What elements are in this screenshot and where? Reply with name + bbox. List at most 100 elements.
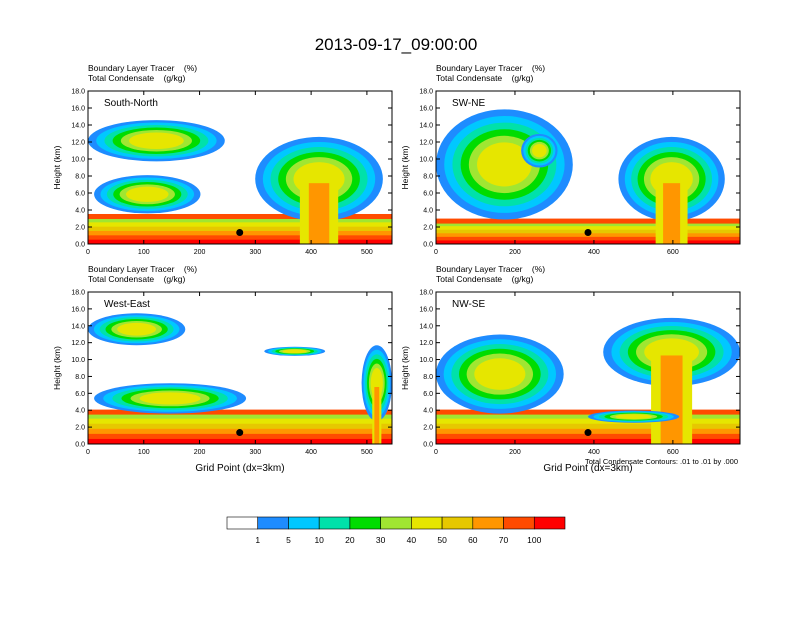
colorbar-swatch-10 xyxy=(533,516,566,530)
anvil-region xyxy=(603,317,740,444)
y-tick-label: 2.0 xyxy=(423,425,433,432)
contour-fill-6 xyxy=(282,349,307,354)
colorbar-swatch-7 xyxy=(441,516,474,530)
panel-title: NW-SE xyxy=(452,299,485,310)
panel-1: Boundary Layer Tracer (%)Total Condensat… xyxy=(52,63,393,256)
colorbar-label: 40 xyxy=(407,535,417,545)
y-tick-label: 10.0 xyxy=(71,357,85,364)
y-tick-label: 2.0 xyxy=(75,425,85,432)
panel-2: Boundary Layer Tracer (%)Total Condensat… xyxy=(400,63,741,256)
surface-layer-1 xyxy=(88,222,392,228)
x-tick-label: 400 xyxy=(588,249,600,256)
y-tick-label: 12.0 xyxy=(71,340,85,347)
surface xyxy=(436,409,740,444)
panel-4: Boundary Layer Tracer (%)Total Condensat… xyxy=(400,264,741,474)
upper-cloud xyxy=(88,120,225,162)
panel-header-condensate: Total Condensate (g/kg) xyxy=(436,73,534,83)
x-tick-label: 500 xyxy=(361,449,373,456)
convective-tower xyxy=(618,136,725,244)
colorbar-label: 20 xyxy=(345,535,355,545)
y-tick-label: 8.0 xyxy=(75,374,85,381)
contour-fill-6 xyxy=(126,186,169,202)
surface-top xyxy=(88,213,392,219)
y-tick-label: 16.0 xyxy=(71,106,85,113)
location-marker xyxy=(584,429,592,437)
surface xyxy=(88,409,392,444)
colorbar-swatch-0 xyxy=(226,516,259,530)
panel-title: South-North xyxy=(104,98,158,109)
y-tick-label: 2.0 xyxy=(423,225,433,232)
surface-layer-5 xyxy=(88,438,392,444)
deep-cloud xyxy=(436,109,573,220)
y-axis-label: Height (km) xyxy=(400,145,410,189)
location-marker xyxy=(236,429,244,437)
surface-layer-4 xyxy=(88,235,392,241)
updraft-core xyxy=(374,387,380,444)
plot-frame xyxy=(87,90,393,245)
x-tick-label: 0 xyxy=(86,449,90,456)
y-tick-label: 0.0 xyxy=(423,242,433,249)
y-tick-label: 14.0 xyxy=(419,123,433,130)
x-axis-label: Grid Point (dx=3km) xyxy=(543,463,632,474)
anvil xyxy=(521,133,558,168)
colorbar-swatch-9 xyxy=(503,516,535,530)
colorbar-swatch-6 xyxy=(411,516,443,530)
panel-header-condensate: Total Condensate (g/kg) xyxy=(88,73,186,83)
y-tick-label: 6.0 xyxy=(75,391,85,398)
panel-3: Boundary Layer Tracer (%)Total Condensat… xyxy=(52,264,393,474)
x-tick-label: 100 xyxy=(138,249,150,256)
contour-fill-6 xyxy=(615,414,652,420)
x-tick-label: 200 xyxy=(194,249,206,256)
y-tick-label: 18.0 xyxy=(419,89,433,96)
updraft-core xyxy=(663,183,681,244)
y-tick-label: 12.0 xyxy=(71,140,85,147)
contour-fill-6 xyxy=(139,392,201,405)
surface-layer-0 xyxy=(88,413,392,420)
colorbar-swatch-5 xyxy=(380,516,412,530)
colorbar-swatch-3 xyxy=(318,516,351,530)
field xyxy=(88,91,392,244)
updraft-core xyxy=(308,183,330,244)
contour-fill-6 xyxy=(532,143,547,158)
surface-layer-0 xyxy=(88,217,392,224)
colorbar-label: 10 xyxy=(314,535,324,545)
y-tick-label: 18.0 xyxy=(71,89,85,96)
panel-header-tracer: Boundary Layer Tracer (%) xyxy=(436,63,545,73)
panel-header-condensate: Total Condensate (g/kg) xyxy=(436,274,534,284)
y-tick-label: 4.0 xyxy=(423,208,433,215)
x-tick-label: 600 xyxy=(667,249,679,256)
y-tick-label: 16.0 xyxy=(419,306,433,313)
mid-cloud xyxy=(94,175,201,214)
colorbar-label: 70 xyxy=(499,535,509,545)
x-tick-label: 0 xyxy=(434,449,438,456)
surface-layer-1 xyxy=(436,418,740,425)
colorbar-label: 60 xyxy=(468,535,478,545)
cirrus xyxy=(264,346,326,356)
panel-header-tracer: Boundary Layer Tracer (%) xyxy=(436,264,545,274)
panel-title: SW-NE xyxy=(452,98,485,109)
surface-layer-0 xyxy=(436,413,740,420)
y-tick-label: 10.0 xyxy=(419,157,433,164)
x-tick-label: 200 xyxy=(509,449,521,456)
x-tick-label: 400 xyxy=(305,249,317,256)
surface-layer-5 xyxy=(88,239,392,244)
x-tick-label: 300 xyxy=(249,249,261,256)
field xyxy=(88,292,392,444)
low-cloud xyxy=(94,383,247,414)
location-marker xyxy=(236,229,244,236)
surface-layer-1 xyxy=(88,418,392,425)
colorbar-label: 1 xyxy=(255,535,260,545)
y-tick-label: 10.0 xyxy=(419,357,433,364)
y-tick-label: 8.0 xyxy=(423,174,433,181)
y-tick-label: 0.0 xyxy=(75,442,85,449)
surface-layer-5 xyxy=(436,240,740,244)
y-tick-label: 8.0 xyxy=(75,174,85,181)
panel-header-tracer: Boundary Layer Tracer (%) xyxy=(88,264,197,274)
colorbar-swatch-2 xyxy=(288,516,320,530)
y-tick-label: 14.0 xyxy=(71,323,85,330)
y-axis-label: Height (km) xyxy=(400,346,410,390)
colorbar-label: 100 xyxy=(527,535,541,545)
plot-frame xyxy=(435,291,741,445)
